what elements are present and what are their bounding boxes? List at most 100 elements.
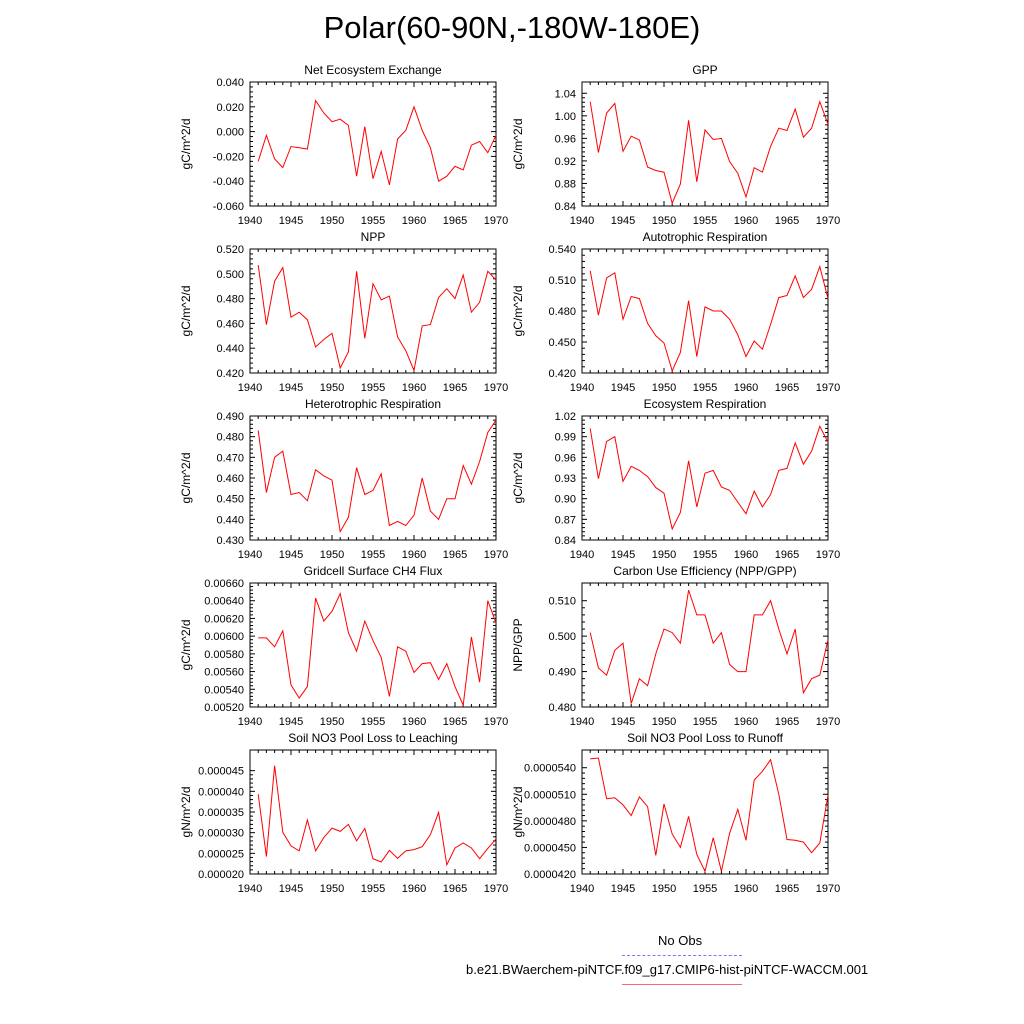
x-tick-label: 1950 — [320, 549, 344, 561]
chart-panel: Soil NO3 Pool Loss to RunoffgN/m^2/d0.00… — [511, 731, 840, 895]
y-tick-label: 0.000040 — [198, 786, 244, 798]
x-tick-label: 1945 — [279, 215, 303, 227]
y-tick-label: 0.000030 — [198, 828, 244, 840]
x-tick-label: 1955 — [361, 382, 385, 394]
y-tick-label: 0.420 — [548, 368, 576, 380]
x-tick-label: 1950 — [652, 883, 676, 895]
x-tick-label: 1960 — [734, 883, 758, 895]
x-tick-label: 1970 — [484, 382, 508, 394]
x-tick-label: 1940 — [238, 549, 262, 561]
x-tick-label: 1940 — [238, 716, 262, 728]
y-tick-label: 0.88 — [555, 178, 576, 190]
y-axis-label: gC/m^2/d — [179, 119, 193, 170]
x-tick-label: 1965 — [443, 215, 467, 227]
chart-panel: Ecosystem Respiration gC/m^2/d 0.84 0.87 0.9… — [511, 397, 840, 561]
plot-frame — [249, 81, 497, 207]
plot-frame — [581, 582, 829, 708]
y-tick-label: 0.93 — [555, 473, 576, 485]
y-tick-label: 0.00620 — [204, 613, 244, 625]
x-tick-label: 1965 — [775, 716, 799, 728]
y-tick-label: 0.00540 — [204, 684, 244, 696]
x-tick-label: 1955 — [361, 883, 385, 895]
y-tick-label: 0.99 — [555, 432, 576, 444]
y-tick-label: 1.02 — [555, 411, 576, 423]
y-tick-label: 0.510 — [548, 275, 576, 287]
y-axis-label: gC/m^2/d — [511, 119, 525, 170]
x-tick-label: 1945 — [279, 549, 303, 561]
x-tick-label: 1950 — [652, 716, 676, 728]
chart-panel: Gridcell Surface CH4 Flux gC/m^2/d 0.00520… — [179, 564, 508, 728]
y-tick-label: 0.0000480 — [524, 816, 576, 828]
y-tick-label: 0.0000510 — [524, 789, 576, 801]
panel-title: Ecosystem Respiration — [644, 397, 767, 411]
series-line — [257, 265, 497, 373]
plot-frame — [581, 749, 829, 875]
y-tick-label: 0.90 — [555, 494, 576, 506]
x-tick-label: 1945 — [611, 382, 635, 394]
x-tick-label: 1970 — [816, 215, 840, 227]
x-tick-label: 1945 — [611, 215, 635, 227]
y-tick-label: 1.00 — [555, 111, 576, 123]
y-tick-label: 0.00560 — [204, 667, 244, 679]
figure-title: Polar(60-90N,-180W-180E) — [323, 10, 701, 45]
y-tick-label: -0.020 — [213, 151, 244, 163]
x-tick-label: 1955 — [693, 883, 717, 895]
y-tick-label: 0.420 — [216, 368, 244, 380]
x-tick-label: 1950 — [320, 883, 344, 895]
x-tick-label: 1955 — [361, 716, 385, 728]
x-tick-label: 1960 — [402, 215, 426, 227]
x-tick-label: 1955 — [361, 215, 385, 227]
x-tick-label: 1950 — [652, 549, 676, 561]
series-line — [589, 589, 829, 704]
x-tick-label: 1955 — [693, 215, 717, 227]
x-tick-label: 1965 — [443, 549, 467, 561]
y-tick-label: 0.84 — [555, 535, 576, 547]
y-axis-label: gC/m^2/d — [511, 286, 525, 337]
plot-frame — [249, 582, 497, 708]
y-tick-label: 0.000045 — [198, 766, 244, 778]
x-tick-label: 1970 — [484, 883, 508, 895]
x-tick-label: 1950 — [320, 716, 344, 728]
y-tick-label: 0.000 — [216, 127, 244, 139]
series-line — [257, 765, 497, 867]
y-tick-label: 0.0000420 — [524, 869, 576, 881]
y-axis-label: gC/m^2/d — [179, 286, 193, 337]
y-axis-label: NPP/GPP — [511, 618, 525, 671]
y-tick-label: 0.500 — [548, 631, 576, 643]
y-tick-label: 0.480 — [548, 306, 576, 318]
y-tick-label: 0.450 — [216, 494, 244, 506]
y-tick-label: 0.020 — [216, 102, 244, 114]
series-line — [257, 99, 497, 186]
y-tick-label: 0.460 — [216, 473, 244, 485]
y-tick-label: 0.87 — [555, 514, 576, 526]
panel-title: Soil NO3 Pool Loss to Leaching — [288, 731, 457, 745]
x-tick-label: 1960 — [734, 215, 758, 227]
y-tick-label: 0.00580 — [204, 649, 244, 661]
series-line — [589, 100, 829, 205]
x-tick-label: 1950 — [320, 215, 344, 227]
y-tick-label: -0.040 — [213, 176, 244, 188]
y-tick-label: 0.040 — [216, 77, 244, 89]
y-axis-label: gC/m^2/d — [179, 453, 193, 504]
x-tick-label: 1945 — [611, 883, 635, 895]
y-tick-label: -0.060 — [213, 201, 244, 213]
y-tick-label: 0.0000450 — [524, 842, 576, 854]
y-tick-label: 0.510 — [548, 596, 576, 608]
x-tick-label: 1950 — [320, 382, 344, 394]
panel-title: Gridcell Surface CH4 Flux — [304, 564, 443, 578]
x-tick-label: 1945 — [279, 883, 303, 895]
chart-panel: Carbon Use Efficiency (NPP/GPP) NPP/GPP 0.… — [511, 564, 840, 728]
y-axis-label: gN/m^2/d — [179, 787, 193, 838]
x-tick-label: 1960 — [402, 716, 426, 728]
chart-panel: Heterotrophic Respiration gC/m^2/d 0.430 0.… — [179, 397, 508, 561]
chart-panel: Soil NO3 Pool Loss to Leaching gN/m^2/d 0.… — [179, 731, 508, 895]
y-tick-label: 0.490 — [548, 667, 576, 679]
y-tick-label: 0.520 — [216, 244, 244, 256]
x-tick-label: 1955 — [693, 716, 717, 728]
x-tick-label: 1945 — [611, 549, 635, 561]
y-tick-label: 0.96 — [555, 133, 576, 145]
x-tick-label: 1970 — [816, 549, 840, 561]
x-tick-label: 1970 — [816, 716, 840, 728]
x-tick-label: 1970 — [816, 883, 840, 895]
series-line — [257, 419, 497, 534]
